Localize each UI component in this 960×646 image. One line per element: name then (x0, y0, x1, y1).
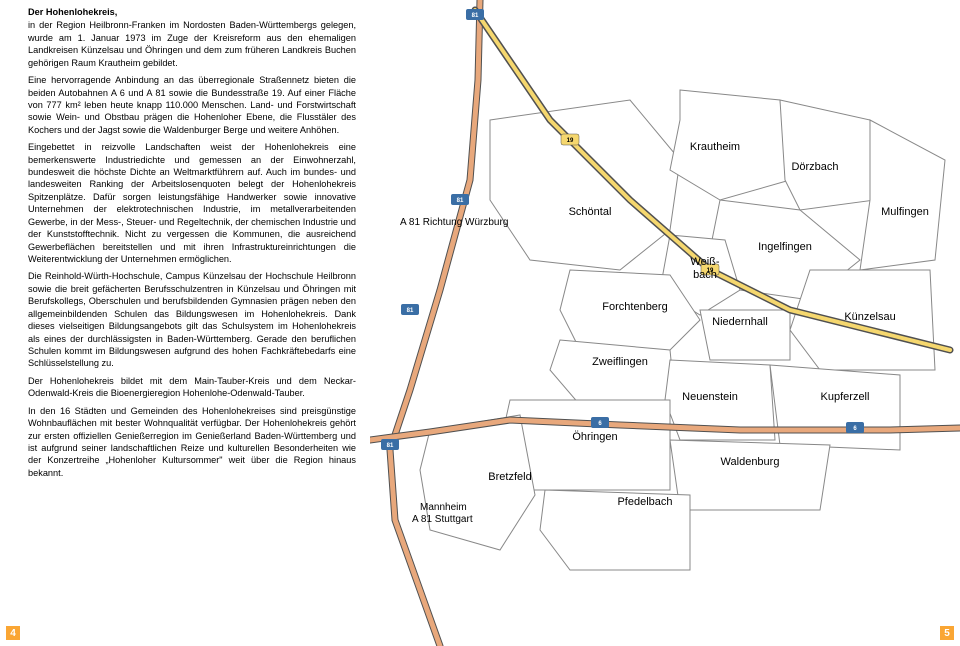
paragraph-6: In den 16 Städten und Gemeinden des Hohe… (28, 405, 356, 480)
municipality-label: Zweiflingen (592, 356, 648, 368)
road-badge: 81 (381, 439, 399, 450)
map-side-label: A 81 Stuttgart (412, 514, 473, 525)
municipality-label: Forchtenberg (602, 301, 667, 313)
municipality-label: Künzelsau (844, 311, 895, 323)
road-badge: 19 (561, 134, 579, 145)
municipality-label: Waldenburg (721, 456, 780, 468)
map-column: 81818181661919 SchöntalKrautheimDörzbach… (370, 0, 960, 646)
municipality-mulfingen (860, 120, 945, 270)
svg-text:19: 19 (567, 138, 574, 144)
district-map: 81818181661919 SchöntalKrautheimDörzbach… (370, 0, 960, 646)
road-badge: 6 (591, 417, 609, 428)
municipality-label: Pfedelbach (617, 496, 672, 508)
municipality-label: bach (693, 269, 717, 281)
paragraph-5: Der Hohenlohekreis bildet mit dem Main-T… (28, 375, 356, 400)
municipality-label: Bretzfeld (488, 471, 531, 483)
paragraph-3: Eingebettet in reizvolle Landschaften we… (28, 141, 356, 265)
page-spread: Der Hohenlohekreis, in der Region Heilbr… (0, 0, 960, 646)
svg-text:81: 81 (457, 198, 464, 204)
municipality-label: Mulfingen (881, 206, 929, 218)
municipality-dörzbach (780, 100, 875, 210)
article-text-column: Der Hohenlohekreis, in der Region Heilbr… (0, 0, 370, 646)
headline: Der Hohenlohekreis, (28, 6, 356, 18)
municipality-label: Dörzbach (791, 161, 838, 173)
page-number-right: 5 (940, 626, 954, 640)
map-side-label: Mannheim (420, 502, 467, 513)
municipality-kupferzell (770, 365, 900, 450)
paragraph-2: Eine hervorragende Anbindung an das über… (28, 74, 356, 136)
page-number-left: 4 (6, 626, 20, 640)
municipality-label: Ingelfingen (758, 241, 812, 253)
municipality-zweiflingen (550, 340, 675, 405)
paragraph-4: Die Reinhold-Würth-Hochschule, Campus Kü… (28, 270, 356, 369)
road-badge: 81 (451, 194, 469, 205)
municipality-label: Niedernhall (712, 316, 768, 328)
municipality-label: Weiß- (690, 256, 719, 268)
municipality-label: Kupferzell (821, 391, 870, 403)
road-badge: 81 (401, 304, 419, 315)
municipality-label: Krautheim (690, 141, 740, 153)
municipality-label: Neuenstein (682, 391, 738, 403)
map-side-label: A 81 Richtung Würzburg (400, 217, 508, 228)
paragraph-1: in der Region Heilbronn-Franken im Nordo… (28, 19, 356, 69)
municipality-schöntal (490, 100, 680, 270)
svg-text:81: 81 (387, 443, 394, 449)
municipality-label: Schöntal (569, 206, 612, 218)
road-autobahn (390, 0, 480, 646)
road-badge: 81 (466, 9, 484, 20)
road-badge: 6 (846, 422, 864, 433)
svg-text:81: 81 (472, 13, 479, 19)
municipality-waldenburg (670, 440, 830, 510)
municipality-label: Öhringen (572, 431, 617, 443)
svg-text:81: 81 (407, 308, 414, 314)
